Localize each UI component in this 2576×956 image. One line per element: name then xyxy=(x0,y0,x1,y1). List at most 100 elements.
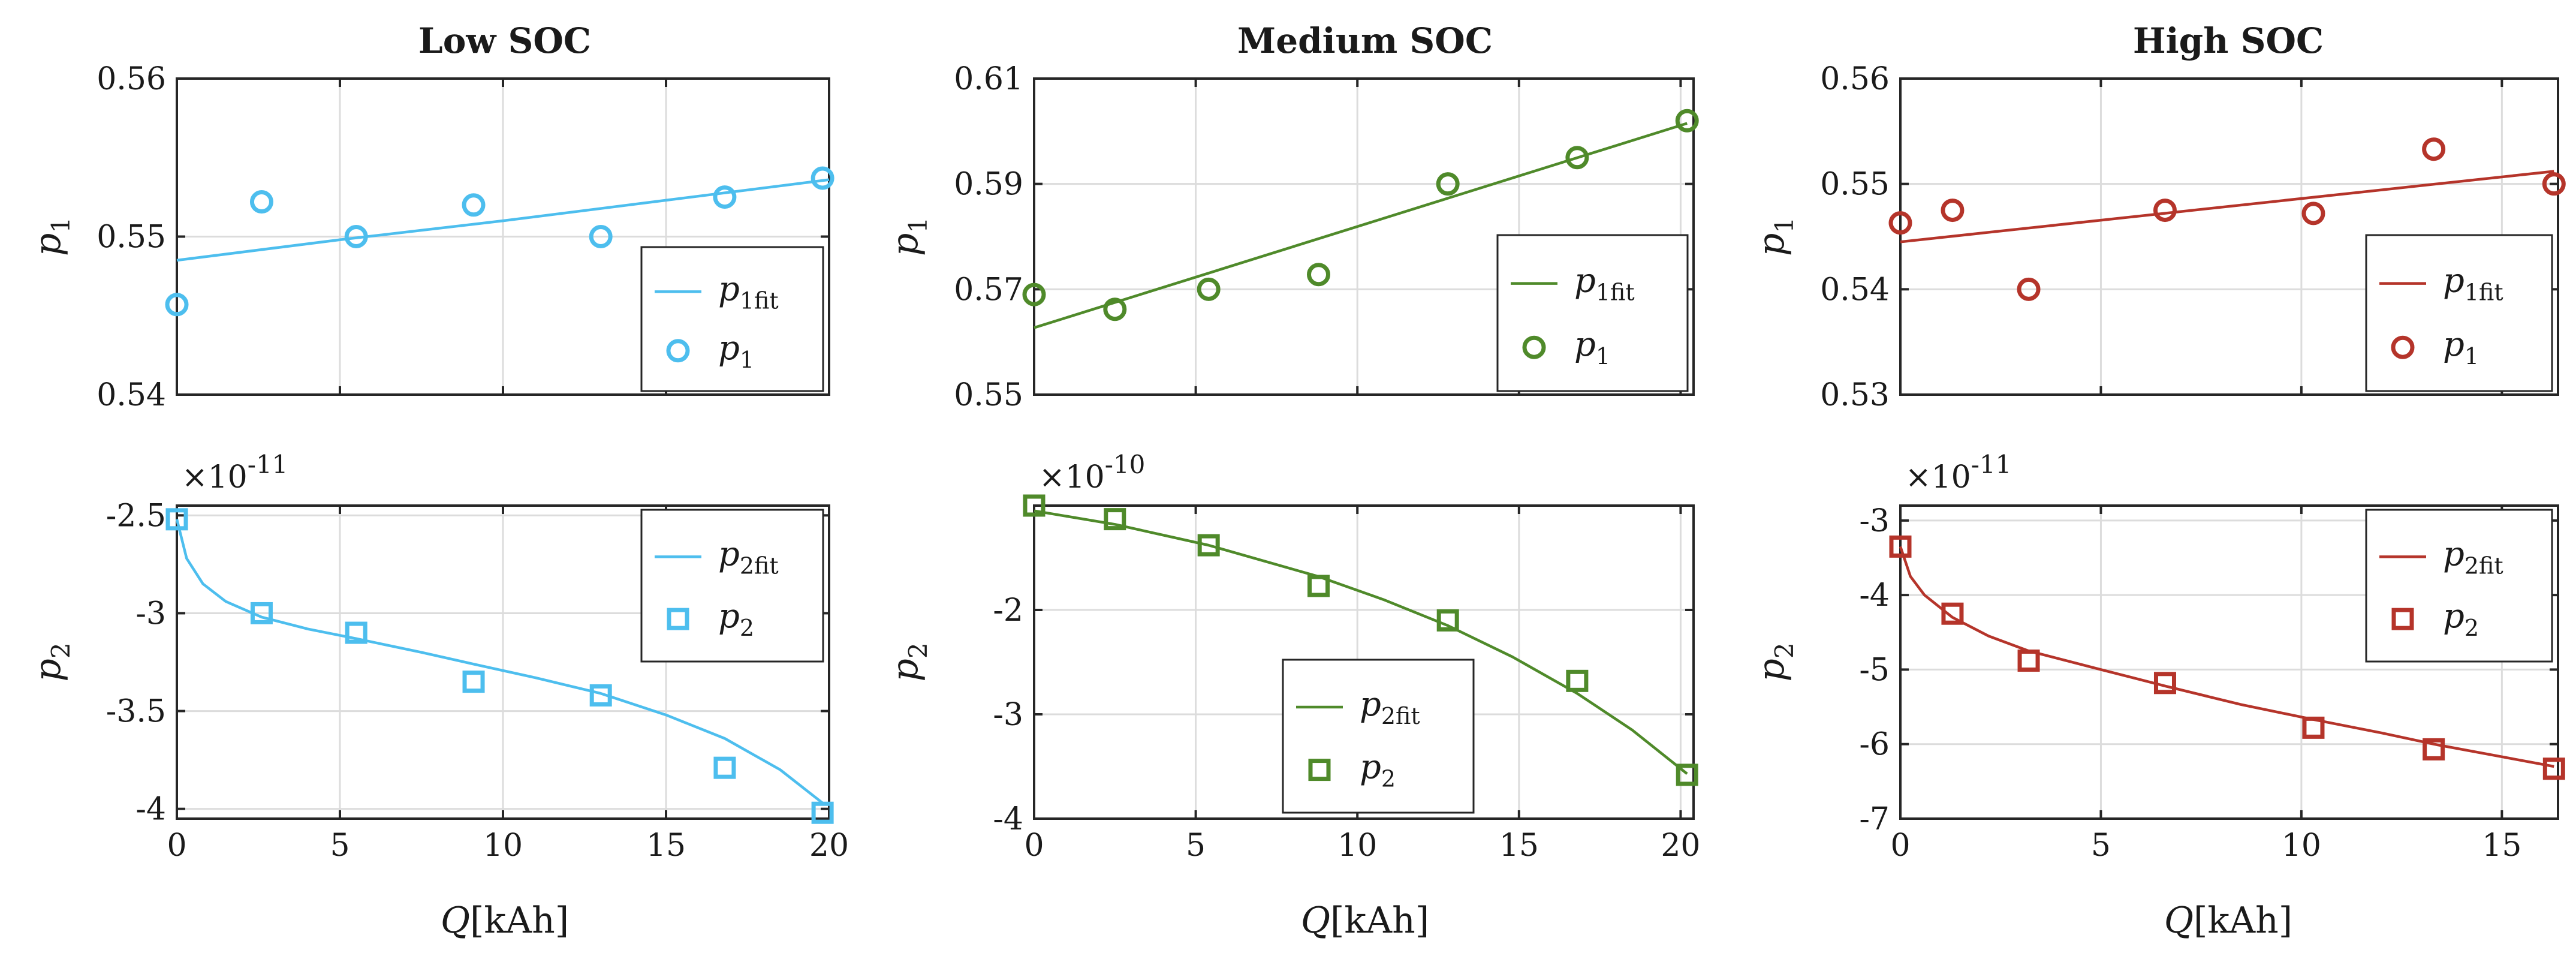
legend-sub: 2 xyxy=(2464,615,2479,641)
y-tick-label: 0.61 xyxy=(954,61,1023,97)
axis-exponent-power: -11 xyxy=(248,450,288,479)
data-point xyxy=(713,185,737,209)
legend-var: p xyxy=(2443,597,2464,636)
panel-title-medium: Medium SOC xyxy=(1237,20,1493,61)
legend-var: p xyxy=(1574,325,1596,364)
legend-label: p1fit xyxy=(1574,261,1635,306)
legend-box xyxy=(1496,234,1689,392)
data-point xyxy=(811,801,834,824)
data-point xyxy=(2017,277,2041,301)
y-tick-label: -3.5 xyxy=(106,694,166,730)
fit-line xyxy=(1900,170,2554,243)
data-point xyxy=(1888,211,1912,235)
data-point xyxy=(1103,297,1127,321)
panel-title-low: Low SOC xyxy=(418,20,591,61)
data-point xyxy=(1022,282,1046,306)
data-point xyxy=(811,166,834,190)
data-point xyxy=(1436,609,1459,632)
xlabel-low: Q[kAh] xyxy=(441,900,569,942)
data-point xyxy=(344,225,368,248)
y-tick-label: 0.57 xyxy=(954,272,1023,308)
legend-label: p2 xyxy=(718,597,754,641)
y-tick-label: 0.59 xyxy=(954,167,1023,203)
x-tick-label: 20 xyxy=(1661,828,1700,864)
data-point xyxy=(1941,199,1965,223)
plot-frame xyxy=(1899,504,2559,820)
x-tick-label: 20 xyxy=(809,828,849,864)
y-label-var: p xyxy=(27,233,69,256)
legend-var: p xyxy=(2443,261,2464,300)
x-tick-label: 10 xyxy=(483,828,523,864)
data-point xyxy=(1197,534,1220,557)
x-tick-label: 0 xyxy=(1024,828,1044,864)
y-tick-label: -7 xyxy=(1859,801,1890,837)
legend-sub: 1 xyxy=(740,347,754,373)
x-tick-label: 5 xyxy=(2091,828,2111,864)
data-point xyxy=(1889,535,1912,558)
x-tick-label: 5 xyxy=(1186,828,1206,864)
y-tick-label: -4 xyxy=(993,801,1023,837)
legend-var: p xyxy=(2443,534,2464,573)
x-tick-label: 0 xyxy=(1890,828,1910,864)
legend-label: p1 xyxy=(2443,325,2479,369)
legend-var: p xyxy=(2443,325,2464,364)
axis-exponent-power: -11 xyxy=(1971,450,2012,479)
data-point xyxy=(2153,672,2176,695)
plot-frame xyxy=(1899,77,2559,396)
x-tick-label: 10 xyxy=(2282,828,2321,864)
xlabel-var: Q xyxy=(1301,900,1330,942)
data-point xyxy=(713,756,736,779)
y-tick-label: 0.54 xyxy=(97,377,166,413)
data-point xyxy=(589,225,613,248)
data-point xyxy=(462,193,486,217)
data-point xyxy=(2422,137,2446,161)
y-label-sub: 2 xyxy=(903,642,933,659)
data-point xyxy=(1676,763,1698,786)
legend-label: p2fit xyxy=(1360,685,1420,729)
data-point xyxy=(1941,602,1964,625)
fit-line xyxy=(176,178,830,262)
legend-label: p2 xyxy=(1360,748,1396,792)
y-axis-label: p2 xyxy=(27,642,76,681)
legend-box xyxy=(640,509,824,663)
data-point xyxy=(1104,508,1126,531)
x-tick-label: 5 xyxy=(330,828,350,864)
xlabel-unit: [kAh] xyxy=(2194,900,2292,942)
data-point xyxy=(2542,172,2566,196)
y-tick-label: 0.56 xyxy=(97,61,166,97)
xlabel-var: Q xyxy=(2164,900,2194,942)
legend: p1fit p1 xyxy=(1496,234,1689,392)
xlabel-medium: Q[kAh] xyxy=(1301,900,1429,942)
y-tick-label: -3 xyxy=(1859,503,1890,539)
x-tick-label: 15 xyxy=(1499,828,1539,864)
legend-sub: 2 xyxy=(1381,766,1396,792)
data-point xyxy=(2423,738,2445,760)
y-label-var: p xyxy=(27,659,69,681)
legend-box xyxy=(2365,509,2553,663)
legend-var: p xyxy=(718,534,740,573)
data-point xyxy=(1566,669,1589,692)
y-axis-label: p2 xyxy=(1751,642,1799,681)
y-tick-label: -3 xyxy=(993,697,1023,733)
data-point xyxy=(345,621,367,644)
legend-var: p xyxy=(718,269,740,308)
legend-label: p2fit xyxy=(718,534,779,579)
legend-sub: 2 xyxy=(740,615,754,641)
y-axis-label: p1 xyxy=(1751,217,1799,256)
legend-label: p2 xyxy=(2443,597,2479,641)
data-point xyxy=(2302,716,2325,739)
legend-box xyxy=(640,246,824,392)
xlabel-unit: [kAh] xyxy=(470,900,569,942)
y-tick-label: 0.55 xyxy=(97,220,166,255)
data-point xyxy=(165,293,189,317)
plot-frame xyxy=(1033,77,1695,396)
legend-sub: 2fit xyxy=(2464,552,2503,579)
data-point xyxy=(2542,757,2565,780)
legend-label: p1 xyxy=(1574,325,1610,369)
y-label-sub: 2 xyxy=(46,642,76,659)
legend-var: p xyxy=(718,329,740,368)
